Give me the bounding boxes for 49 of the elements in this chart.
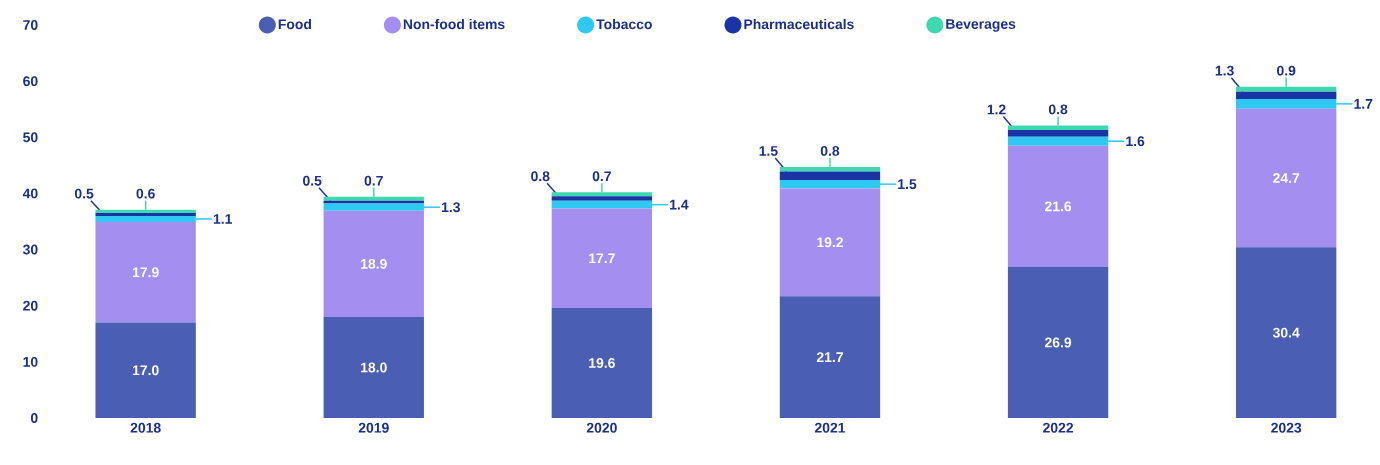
data-label: 19.6 [589, 358, 615, 368]
data-label: 0.9 [1277, 65, 1296, 76]
y-tick-label: 20 [23, 300, 38, 311]
data-label: 17.9 [132, 267, 159, 278]
x-tick-label: 2018 [130, 422, 161, 433]
data-label: 19.2 [817, 237, 843, 248]
x-tick-label: 2020 [586, 422, 617, 433]
data-label: 17.0 [132, 365, 159, 376]
y-tick-label: 0 [30, 413, 38, 423]
data-label: 0.5 [303, 175, 322, 186]
data-label: 0.8 [820, 145, 840, 156]
data-label: 0.6 [136, 188, 155, 199]
data-label: 1.7 [1354, 99, 1373, 109]
data-label: 30.4 [1272, 327, 1300, 338]
data-label: 18.9 [361, 258, 387, 269]
data-label: 1.1 [213, 214, 232, 224]
data-label: 1.3 [441, 202, 460, 213]
y-tick-label: 70 [23, 20, 38, 30]
y-tick-label: 30 [22, 244, 38, 255]
data-label: 0.8 [531, 171, 550, 182]
data-label: 1.2 [987, 104, 1006, 115]
data-label: 0.8 [1048, 104, 1068, 115]
y-tick-label: 60 [23, 76, 38, 87]
data-label: 1.5 [759, 146, 778, 156]
legend-label: Beverages [946, 19, 1016, 32]
x-tick-label: 2019 [358, 422, 389, 433]
data-label: 21.7 [816, 352, 843, 362]
legend-label: Pharmaceuticals [744, 18, 854, 30]
x-tick-label: 2023 [1271, 422, 1302, 433]
y-tick-label: 50 [23, 132, 38, 143]
data-label: 24.7 [1273, 173, 1300, 183]
x-tick-label: 2022 [1043, 422, 1074, 433]
legend-label: Non-food items [403, 18, 505, 30]
legend-label: Tobacco [596, 18, 652, 30]
data-label: 21.6 [1044, 201, 1072, 212]
data-label: 1.3 [1215, 65, 1234, 76]
data-label: 1.5 [898, 179, 917, 190]
legend-label: Food [278, 18, 311, 30]
data-label: 26.9 [1044, 337, 1072, 348]
data-label: 17.7 [589, 253, 615, 264]
data-label: 18.0 [361, 362, 387, 373]
y-tick-label: 40 [22, 188, 38, 199]
data-label: 1.6 [1126, 136, 1145, 147]
data-label: 0.7 [364, 175, 383, 186]
data-label: 0.5 [74, 188, 94, 199]
data-label: 0.7 [592, 171, 611, 182]
y-tick-label: 10 [23, 356, 38, 367]
data-label: 1.4 [670, 199, 689, 210]
x-tick-label: 2021 [814, 422, 846, 433]
